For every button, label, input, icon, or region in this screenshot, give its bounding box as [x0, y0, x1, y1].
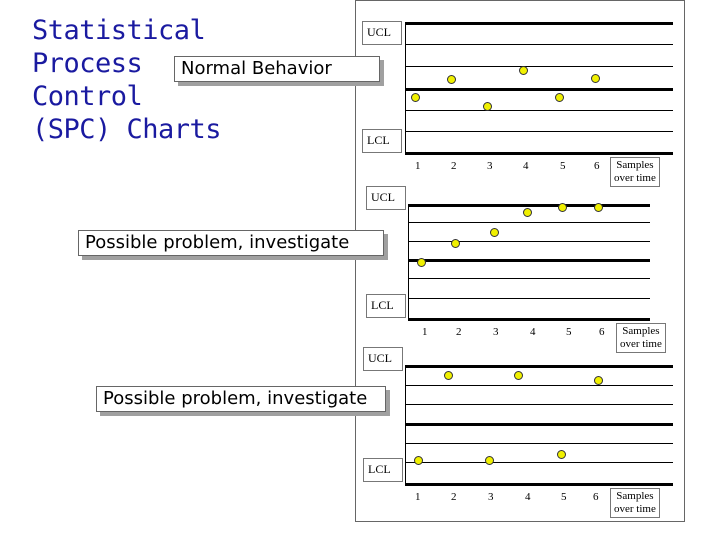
x-tick-label: 2 [451, 160, 457, 172]
lcl-line-1 [405, 152, 673, 155]
x-tick-label: 3 [487, 160, 493, 172]
data-point [447, 75, 456, 84]
gridline [408, 222, 650, 223]
x-tick-label: 1 [422, 326, 428, 338]
y-axis-1 [405, 22, 406, 155]
ucl-line-3 [405, 365, 673, 368]
gridline [405, 66, 673, 67]
data-point [483, 102, 492, 111]
callout-possible-problem-2: Possible problem, investigate [96, 386, 386, 412]
x-axis-title-line-2: over time [614, 503, 656, 515]
data-point [555, 93, 564, 102]
x-axis-title-line-2: over time [620, 338, 662, 350]
x-tick-label: 2 [451, 491, 457, 503]
data-point [417, 258, 426, 267]
x-axis-title-1: Samples over time [610, 157, 660, 187]
center-line-3 [405, 423, 673, 426]
ucl-label-3: UCL [363, 347, 403, 371]
charts-panel [355, 0, 685, 522]
data-point [594, 203, 603, 212]
slide-title: Statistical Process Control (SPC) Charts [32, 14, 222, 146]
center-line-2 [408, 259, 650, 262]
ucl-label-1: UCL [362, 21, 402, 45]
gridline [408, 298, 650, 299]
lcl-label-2: LCL [366, 294, 406, 318]
x-tick-label: 4 [525, 491, 531, 503]
data-point [485, 456, 494, 465]
x-tick-label: 6 [599, 326, 605, 338]
x-axis-title-line-1: Samples [622, 325, 660, 337]
x-tick-label: 3 [488, 491, 494, 503]
data-point [591, 74, 600, 83]
data-point [414, 456, 423, 465]
ucl-line-1 [405, 22, 673, 25]
data-point [411, 93, 420, 102]
title-line-1: Statistical [32, 15, 206, 46]
x-axis-title-line-1: Samples [616, 490, 654, 502]
ucl-line-2 [408, 204, 650, 207]
x-tick-label: 6 [594, 160, 600, 172]
title-line-2: Process [32, 48, 143, 79]
x-axis-title-2: Samples over time [616, 323, 666, 353]
data-point [594, 376, 603, 385]
gridline [408, 241, 650, 242]
x-tick-label: 1 [415, 491, 421, 503]
data-point [519, 66, 528, 75]
gridline [405, 443, 673, 444]
gridline [405, 462, 673, 463]
gridline [405, 385, 673, 386]
y-axis-3 [405, 365, 406, 486]
x-tick-label: 5 [561, 491, 567, 503]
title-line-4: (SPC) Charts [32, 114, 222, 145]
data-point [451, 239, 460, 248]
gridline [405, 404, 673, 405]
x-tick-label: 5 [566, 326, 572, 338]
callout-possible-problem-1: Possible problem, investigate [78, 230, 384, 256]
x-tick-label: 5 [560, 160, 566, 172]
lcl-label-1: LCL [362, 129, 402, 153]
lcl-label-3: LCL [363, 458, 403, 482]
data-point [558, 203, 567, 212]
x-tick-label: 2 [456, 326, 462, 338]
x-tick-label: 1 [415, 160, 421, 172]
x-axis-title-line-2: over time [614, 172, 656, 184]
data-point [514, 371, 523, 380]
x-axis-title-line-1: Samples [616, 159, 654, 171]
gridline [405, 110, 673, 111]
data-point [490, 228, 499, 237]
title-line-3: Control [32, 81, 143, 112]
lcl-line-2 [408, 318, 650, 321]
data-point [523, 208, 532, 217]
gridline [408, 278, 650, 279]
ucl-label-2: UCL [366, 186, 406, 210]
data-point [557, 450, 566, 459]
gridline [405, 131, 673, 132]
center-line-1 [405, 88, 673, 91]
x-axis-title-3: Samples over time [610, 488, 660, 518]
x-tick-label: 4 [523, 160, 529, 172]
data-point [444, 371, 453, 380]
callout-normal-behavior: Normal Behavior [174, 56, 380, 82]
y-axis-2 [408, 204, 409, 321]
x-tick-label: 3 [493, 326, 499, 338]
x-tick-label: 4 [530, 326, 536, 338]
gridline [405, 44, 673, 45]
x-tick-label: 6 [593, 491, 599, 503]
lcl-line-3 [405, 483, 673, 486]
